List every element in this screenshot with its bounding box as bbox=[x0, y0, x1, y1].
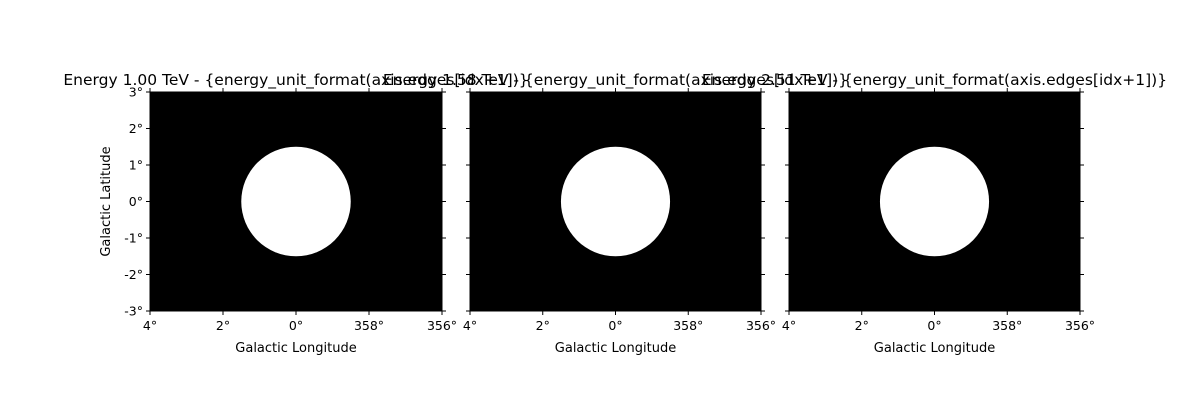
y-tick-label: 3° bbox=[129, 85, 143, 100]
panel-2: 4° 2° 0° 358° 356° Galactic Longitude Energy 1… bbox=[383, 71, 848, 356]
x-tick-label: 2° bbox=[536, 318, 550, 333]
x-axis-label: Galactic Longitude bbox=[555, 341, 676, 356]
x-tick-label: 356° bbox=[746, 318, 776, 333]
x-tick-label: 0° bbox=[608, 318, 622, 333]
y-tick-label: -2° bbox=[124, 267, 143, 282]
x-tick-label: 358° bbox=[673, 318, 703, 333]
panel-1: 4° 2° 0° 358° 356° 3° 2° 1° 0° -1° -2° -3° Galactic … bbox=[63, 71, 528, 356]
y-tick-label: -3° bbox=[124, 304, 143, 319]
x-tick-label: 4° bbox=[143, 318, 157, 333]
y-tick-label: -1° bbox=[124, 231, 143, 246]
x-tick-label: 2° bbox=[855, 318, 869, 333]
disk-source bbox=[879, 146, 990, 257]
panel-title: Energy 1.58 TeV - {energy_unit_format(ax… bbox=[383, 71, 848, 90]
x-tick-label: 0° bbox=[289, 318, 303, 333]
panel-3: 4° 2° 0° 358° 356° Galactic Longitude Energy 2… bbox=[702, 71, 1167, 356]
panel-title: Energy 2.51 TeV - {energy_unit_format(ax… bbox=[702, 71, 1167, 90]
x-tick-label: 0° bbox=[927, 318, 941, 333]
panel-title: Energy 1.00 TeV - {energy_unit_format(ax… bbox=[63, 71, 528, 90]
x-tick-label: 356° bbox=[1065, 318, 1095, 333]
y-tick-label: 0° bbox=[129, 194, 143, 209]
x-tick-label: 356° bbox=[427, 318, 457, 333]
disk-source bbox=[560, 146, 671, 257]
y-axis-label: Galactic Latitude bbox=[99, 146, 114, 256]
x-tick-label: 2° bbox=[216, 318, 230, 333]
disk-source bbox=[241, 146, 351, 257]
x-tick-label: 358° bbox=[992, 318, 1022, 333]
x-tick-label: 358° bbox=[354, 318, 384, 333]
x-axis-label: Galactic Longitude bbox=[874, 341, 995, 356]
y-tick-label: 2° bbox=[129, 121, 143, 136]
x-tick-label: 4° bbox=[463, 318, 477, 333]
x-axis-label: Galactic Longitude bbox=[235, 341, 356, 356]
y-tick-label: 1° bbox=[129, 158, 143, 173]
x-tick-label: 4° bbox=[782, 318, 796, 333]
